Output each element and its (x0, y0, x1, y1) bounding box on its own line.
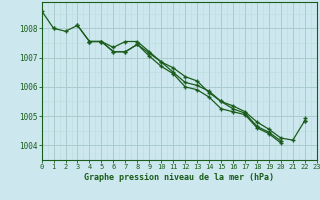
X-axis label: Graphe pression niveau de la mer (hPa): Graphe pression niveau de la mer (hPa) (84, 173, 274, 182)
